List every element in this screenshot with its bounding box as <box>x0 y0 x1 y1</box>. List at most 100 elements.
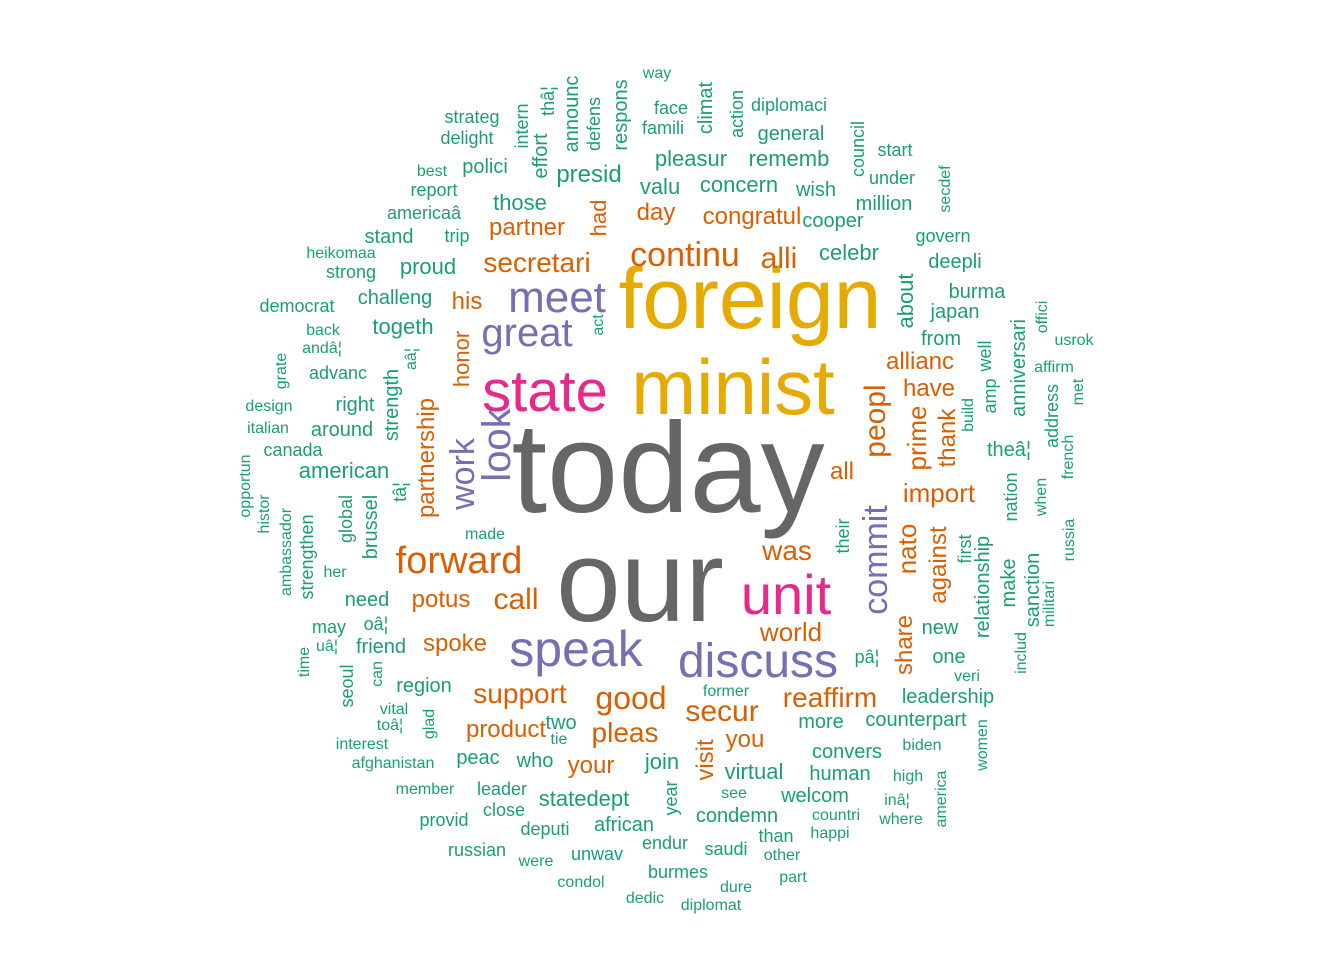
word-two-155: two <box>545 712 577 734</box>
word-one-148: one <box>932 646 966 668</box>
word-tie-160: tie <box>550 731 568 748</box>
word-amp-106: amp <box>980 378 1000 414</box>
word-continu-14: continu <box>630 236 740 274</box>
word-address-112: address <box>1042 383 1062 449</box>
word-convers-163: convers <box>811 741 883 763</box>
word-council-63: council <box>848 120 868 178</box>
word-today-0: today <box>511 397 825 540</box>
word-under-74: under <box>868 168 916 188</box>
word-heikomaa-83: heikomaa <box>306 245 376 262</box>
word-state-4: state <box>482 359 608 424</box>
word-congratul-18: congratul <box>702 203 802 230</box>
word-discuss-7: discuss <box>677 635 839 688</box>
word-peopl-24: peopl <box>859 384 892 458</box>
word-who-166: who <box>516 750 554 772</box>
word-pleasur-67: pleasur <box>654 146 728 171</box>
word-commit-12: commit <box>857 505 895 615</box>
word-polici-66: polici <box>462 156 508 178</box>
word-secretari-16: secretari <box>483 247 591 278</box>
word-import-29: import <box>902 478 976 508</box>
word-time-144: time <box>296 646 313 678</box>
word-minist-3: minist <box>631 343 835 431</box>
word-valu-71: valu <box>639 174 681 199</box>
word-grate-100: grate <box>273 352 290 390</box>
word-strengthen-127: strengthen <box>297 514 317 600</box>
word-french-117: french <box>1060 434 1077 480</box>
word-african-185: african <box>593 814 655 836</box>
word-other-192: other <box>763 847 801 864</box>
word-famili-60: famili <box>641 118 685 138</box>
word-former-152: former <box>702 683 750 700</box>
word-rememb-68: rememb <box>748 146 830 171</box>
word-usrok-98: usrok <box>1054 332 1094 349</box>
word-diplomat-199: diplomat <box>680 897 742 914</box>
word-where-182: where <box>879 811 923 828</box>
word-honor-22: honor <box>449 330 474 388</box>
word-stand-80: stand <box>364 226 414 248</box>
word-condemn-180: condemn <box>695 805 779 827</box>
word-than-186: than <box>758 826 794 846</box>
word-part-195: part <box>779 869 807 886</box>
word-may-138: may <box>311 617 347 637</box>
word-good-40: good <box>595 680 667 716</box>
word-report-70: report <box>410 180 458 200</box>
word-human-169: human <box>809 763 871 785</box>
word-make-134: make <box>998 558 1020 608</box>
word-made-128: made <box>464 526 506 543</box>
word-togeth-95: togeth <box>372 314 434 339</box>
word-pleas-44: pleas <box>591 717 659 748</box>
word-prime-27: prime <box>902 405 932 471</box>
word-afghanistan-164: afghanistan <box>351 755 435 772</box>
word-speak-6: speak <box>509 621 643 677</box>
word-visit-46: visit <box>692 739 719 781</box>
word-diplomaci-57: diplomaci <box>750 95 828 115</box>
word-strength-110: strength <box>381 368 403 442</box>
word-partner-17: partner <box>488 214 566 241</box>
word-share-34: share <box>891 614 918 676</box>
word-see-175: see <box>721 785 747 802</box>
word-join-167: join <box>644 749 680 774</box>
word-presid-69: presid <box>556 161 622 188</box>
word-trip-81: trip <box>444 226 470 246</box>
word-met-107: met <box>1070 378 1087 406</box>
word-american-119: american <box>298 458 390 483</box>
word-need-137: need <box>344 589 390 611</box>
word-russian-190: russian <box>447 840 507 860</box>
word-burmes-194: burmes <box>647 862 709 882</box>
word-design-108: design <box>245 398 293 415</box>
word-challeng-91: challeng <box>357 287 433 309</box>
word-thank-28: thank <box>934 408 961 468</box>
word-affirm-105: affirm <box>1034 359 1074 376</box>
word-relationship-131: relationship <box>972 535 994 639</box>
word-includ-141: includ <box>1013 632 1030 674</box>
word-wish-73: wish <box>795 179 837 201</box>
word-partnership-23: partnership <box>413 397 440 519</box>
word-high-170: high <box>892 768 924 785</box>
word-forward-13: forward <box>395 540 523 582</box>
word-and-99: andâ¦ <box>302 340 342 357</box>
word-secur-42: secur <box>685 695 759 728</box>
word-unwav-191: unwav <box>570 844 624 864</box>
word-brussel-126: brussel <box>360 494 382 560</box>
word-respons-52: respons <box>610 79 632 151</box>
word-vital-153: vital <box>379 701 409 718</box>
word-histor-120: histor <box>256 494 273 534</box>
word-support-39: support <box>473 678 567 709</box>
word-general-61: general <box>757 123 825 145</box>
word-democrat-90: democrat <box>259 296 335 316</box>
word-welcom-176: welcom <box>781 785 849 807</box>
word-reaffirm-41: reaffirm <box>782 682 878 713</box>
word-you-45: you <box>725 726 765 753</box>
word-veri-149: veri <box>954 668 980 685</box>
word-dedic-198: dedic <box>625 890 665 907</box>
word-nato-32: nato <box>892 523 922 575</box>
word-against-33: against <box>925 526 952 604</box>
word-their-129: their <box>833 518 853 554</box>
word-million-78: million <box>855 193 913 215</box>
word-opportun-118: opportun <box>237 454 254 518</box>
word-great-9: great <box>481 311 573 355</box>
word-leadership-151: leadership <box>901 686 995 708</box>
word-meet-8: meet <box>508 273 606 322</box>
word-italian-113: italian <box>247 420 289 437</box>
word-region-150: region <box>396 675 452 697</box>
